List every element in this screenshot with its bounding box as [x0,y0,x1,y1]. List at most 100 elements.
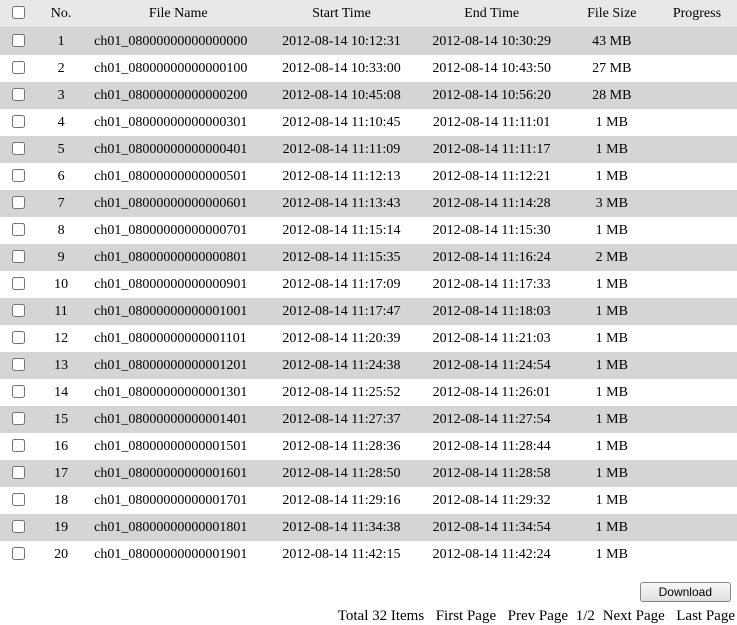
cell-progress [657,514,737,541]
cell-no: 14 [36,379,86,406]
row-checkbox[interactable] [12,277,25,290]
download-button[interactable]: Download [640,582,731,602]
cell-progress [657,28,737,56]
cell-end-time: 2012-08-14 11:11:01 [417,109,567,136]
cell-start-time: 2012-08-14 11:17:09 [266,271,416,298]
row-checkbox[interactable] [12,115,25,128]
pager-next[interactable]: Next Page [603,608,665,624]
table-row[interactable]: 13ch01_080000000000012012012-08-14 11:24… [0,352,737,379]
table-row[interactable]: 5ch01_080000000000004012012-08-14 11:11:… [0,136,737,163]
table-row[interactable]: 19ch01_080000000000018012012-08-14 11:34… [0,514,737,541]
row-checkbox[interactable] [12,466,25,479]
row-checkbox[interactable] [12,34,25,47]
table-row[interactable]: 15ch01_080000000000014012012-08-14 11:27… [0,406,737,433]
cell-no: 16 [36,433,86,460]
row-checkbox[interactable] [12,61,25,74]
cell-file-size: 43 MB [567,28,657,56]
cell-progress [657,487,737,514]
cell-end-time: 2012-08-14 11:12:21 [417,163,567,190]
cell-file-size: 1 MB [567,163,657,190]
cell-file-size: 3 MB [567,190,657,217]
row-checkbox[interactable] [12,331,25,344]
row-checkbox[interactable] [12,385,25,398]
cell-start-time: 2012-08-14 10:33:00 [266,55,416,82]
table-row[interactable]: 16ch01_080000000000015012012-08-14 11:28… [0,433,737,460]
cell-file-name: ch01_08000000000001201 [86,352,266,379]
cell-end-time: 2012-08-14 11:16:24 [417,244,567,271]
cell-end-time: 2012-08-14 11:42:24 [417,541,567,568]
col-header-progress: Progress [657,0,737,28]
row-checkbox[interactable] [12,412,25,425]
table-row[interactable]: 17ch01_080000000000016012012-08-14 11:28… [0,460,737,487]
cell-start-time: 2012-08-14 11:28:50 [266,460,416,487]
cell-progress [657,379,737,406]
cell-end-time: 2012-08-14 11:26:01 [417,379,567,406]
cell-file-size: 1 MB [567,298,657,325]
cell-start-time: 2012-08-14 11:27:37 [266,406,416,433]
pager-prev[interactable]: Prev Page [508,608,568,624]
cell-file-size: 1 MB [567,136,657,163]
row-checkbox[interactable] [12,250,25,263]
pager-last[interactable]: Last Page [676,608,735,624]
cell-end-time: 2012-08-14 11:24:54 [417,352,567,379]
table-row[interactable]: 10ch01_080000000000009012012-08-14 11:17… [0,271,737,298]
cell-file-name: ch01_08000000000000000 [86,28,266,56]
table-row[interactable]: 11ch01_080000000000010012012-08-14 11:17… [0,298,737,325]
cell-start-time: 2012-08-14 11:15:14 [266,217,416,244]
table-row[interactable]: 1ch01_080000000000000002012-08-14 10:12:… [0,28,737,56]
cell-end-time: 2012-08-14 10:56:20 [417,82,567,109]
table-header-row: No. File Name Start Time End Time File S… [0,0,737,28]
cell-start-time: 2012-08-14 11:25:52 [266,379,416,406]
table-row[interactable]: 14ch01_080000000000013012012-08-14 11:25… [0,379,737,406]
cell-file-name: ch01_08000000000000200 [86,82,266,109]
select-all-checkbox[interactable] [12,6,25,19]
cell-progress [657,136,737,163]
cell-progress [657,82,737,109]
row-checkbox[interactable] [12,547,25,560]
cell-file-name: ch01_08000000000001301 [86,379,266,406]
table-row[interactable]: 20ch01_080000000000019012012-08-14 11:42… [0,541,737,568]
cell-progress [657,244,737,271]
cell-start-time: 2012-08-14 11:13:43 [266,190,416,217]
cell-file-size: 1 MB [567,433,657,460]
row-checkbox[interactable] [12,358,25,371]
table-row[interactable]: 8ch01_080000000000007012012-08-14 11:15:… [0,217,737,244]
cell-file-size: 1 MB [567,109,657,136]
cell-no: 10 [36,271,86,298]
cell-start-time: 2012-08-14 11:11:09 [266,136,416,163]
row-checkbox[interactable] [12,223,25,236]
row-checkbox[interactable] [12,169,25,182]
table-row[interactable]: 2ch01_080000000000001002012-08-14 10:33:… [0,55,737,82]
cell-end-time: 2012-08-14 11:14:28 [417,190,567,217]
cell-file-name: ch01_08000000000000301 [86,109,266,136]
cell-start-time: 2012-08-14 10:12:31 [266,28,416,56]
table-row[interactable]: 18ch01_080000000000017012012-08-14 11:29… [0,487,737,514]
pager-first[interactable]: First Page [436,608,496,624]
table-row[interactable]: 6ch01_080000000000005012012-08-14 11:12:… [0,163,737,190]
cell-progress [657,217,737,244]
table-row[interactable]: 9ch01_080000000000008012012-08-14 11:15:… [0,244,737,271]
row-checkbox[interactable] [12,88,25,101]
cell-no: 9 [36,244,86,271]
row-checkbox[interactable] [12,493,25,506]
table-row[interactable]: 3ch01_080000000000002002012-08-14 10:45:… [0,82,737,109]
cell-progress [657,190,737,217]
table-row[interactable]: 4ch01_080000000000003012012-08-14 11:10:… [0,109,737,136]
cell-file-size: 1 MB [567,325,657,352]
row-checkbox[interactable] [12,196,25,209]
cell-file-size: 1 MB [567,379,657,406]
col-header-file-name: File Name [86,0,266,28]
row-checkbox[interactable] [12,439,25,452]
row-checkbox[interactable] [12,520,25,533]
row-checkbox[interactable] [12,304,25,317]
table-row[interactable]: 12ch01_080000000000011012012-08-14 11:20… [0,325,737,352]
cell-end-time: 2012-08-14 11:28:58 [417,460,567,487]
cell-file-name: ch01_08000000000001701 [86,487,266,514]
cell-no: 19 [36,514,86,541]
table-row[interactable]: 7ch01_080000000000006012012-08-14 11:13:… [0,190,737,217]
cell-start-time: 2012-08-14 11:28:36 [266,433,416,460]
cell-file-size: 1 MB [567,514,657,541]
cell-end-time: 2012-08-14 11:11:17 [417,136,567,163]
cell-no: 11 [36,298,86,325]
row-checkbox[interactable] [12,142,25,155]
